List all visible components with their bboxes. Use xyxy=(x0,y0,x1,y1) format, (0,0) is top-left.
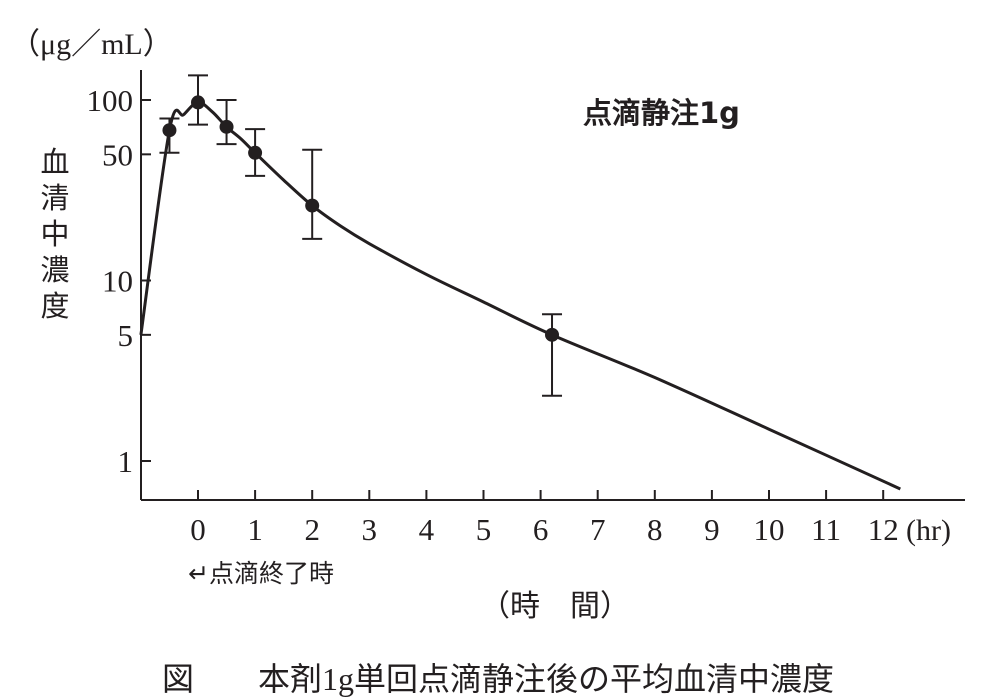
error-bar xyxy=(302,148,323,240)
y-tick-label: 5 xyxy=(118,318,134,353)
x-tick-label: 11 xyxy=(811,512,841,547)
infusion-end-annotation: ↵点滴終了時 xyxy=(188,559,334,588)
data-point xyxy=(219,119,234,134)
x-unit-label: (hr) xyxy=(906,514,951,547)
x-tick-label: 0 xyxy=(190,512,206,547)
plot-marks xyxy=(139,74,901,491)
y-axis-label: 血清中濃度 xyxy=(40,145,69,323)
data-point xyxy=(248,145,263,160)
chart-title: 点滴静注1g xyxy=(583,96,740,130)
x-tick-label: 3 xyxy=(362,512,378,547)
y-tick-label: 10 xyxy=(102,264,133,299)
x-tick-label: 10 xyxy=(754,512,785,547)
y-tick-label: 1 xyxy=(118,444,134,479)
x-axis-label: （時 間） xyxy=(480,590,630,623)
x-tick-label: 1 xyxy=(247,512,263,547)
data-point xyxy=(162,123,177,138)
x-tick-label: 6 xyxy=(533,512,549,547)
y-tick-label: 50 xyxy=(102,137,133,172)
x-tick-label: 5 xyxy=(476,512,492,547)
x-tick-label: 8 xyxy=(647,512,663,547)
y-tick-label: 100 xyxy=(87,83,134,118)
data-point xyxy=(545,327,560,342)
x-tick-label: 12 xyxy=(868,512,899,547)
y-unit-label: （μg／mL） xyxy=(10,28,173,61)
data-point xyxy=(191,95,205,110)
chart-labels: （μg／mL） 血清中濃度 (hr) （時 間） 点滴静注1g ↵点滴終了時 図… xyxy=(10,28,951,697)
x-tick-label: 9 xyxy=(704,512,720,547)
error-bar xyxy=(542,313,563,397)
data-point xyxy=(305,198,320,213)
x-tick-label: 2 xyxy=(304,512,320,547)
x-tick-label: 7 xyxy=(590,512,606,547)
figure-caption: 図 本剤1g単回点滴静注後の平均血清中濃度 xyxy=(162,661,834,697)
x-tick-label: 4 xyxy=(419,512,435,547)
